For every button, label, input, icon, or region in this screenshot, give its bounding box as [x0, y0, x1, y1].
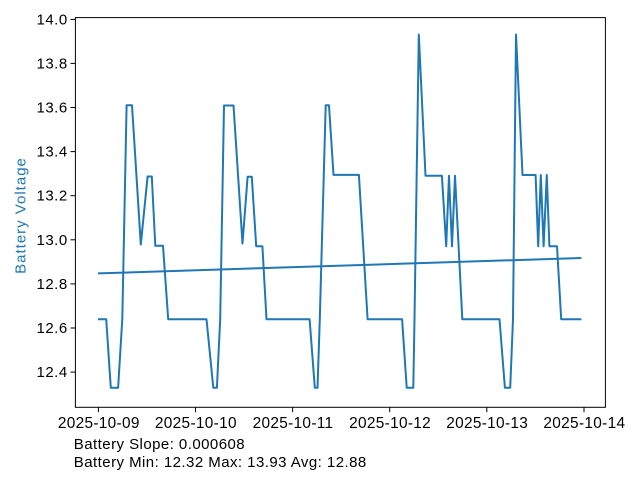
svg-text:Battery Voltage: Battery Voltage — [13, 157, 30, 274]
svg-text:13.8: 13.8 — [36, 55, 67, 72]
svg-text:2025-10-12: 2025-10-12 — [349, 415, 431, 432]
svg-text:13.4: 13.4 — [36, 144, 67, 161]
svg-text:14.0: 14.0 — [36, 11, 67, 28]
svg-text:12.6: 12.6 — [36, 320, 67, 337]
svg-text:2025-10-11: 2025-10-11 — [253, 415, 334, 432]
svg-text:13.6: 13.6 — [36, 100, 67, 117]
svg-text:13.2: 13.2 — [36, 188, 67, 205]
svg-text:12.8: 12.8 — [36, 276, 67, 293]
svg-text:Battery Min: 12.32 Max: 13.93: Battery Min: 12.32 Max: 13.93 Avg: 12.88 — [74, 454, 367, 471]
svg-text:12.4: 12.4 — [36, 364, 67, 381]
svg-text:13.0: 13.0 — [36, 232, 67, 249]
svg-text:2025-10-14: 2025-10-14 — [543, 415, 625, 432]
svg-text:Battery Slope: 0.000608: Battery Slope: 0.000608 — [74, 436, 245, 453]
svg-text:2025-10-10: 2025-10-10 — [155, 415, 237, 432]
svg-text:2025-10-13: 2025-10-13 — [446, 415, 528, 432]
svg-text:2025-10-09: 2025-10-09 — [58, 415, 140, 432]
